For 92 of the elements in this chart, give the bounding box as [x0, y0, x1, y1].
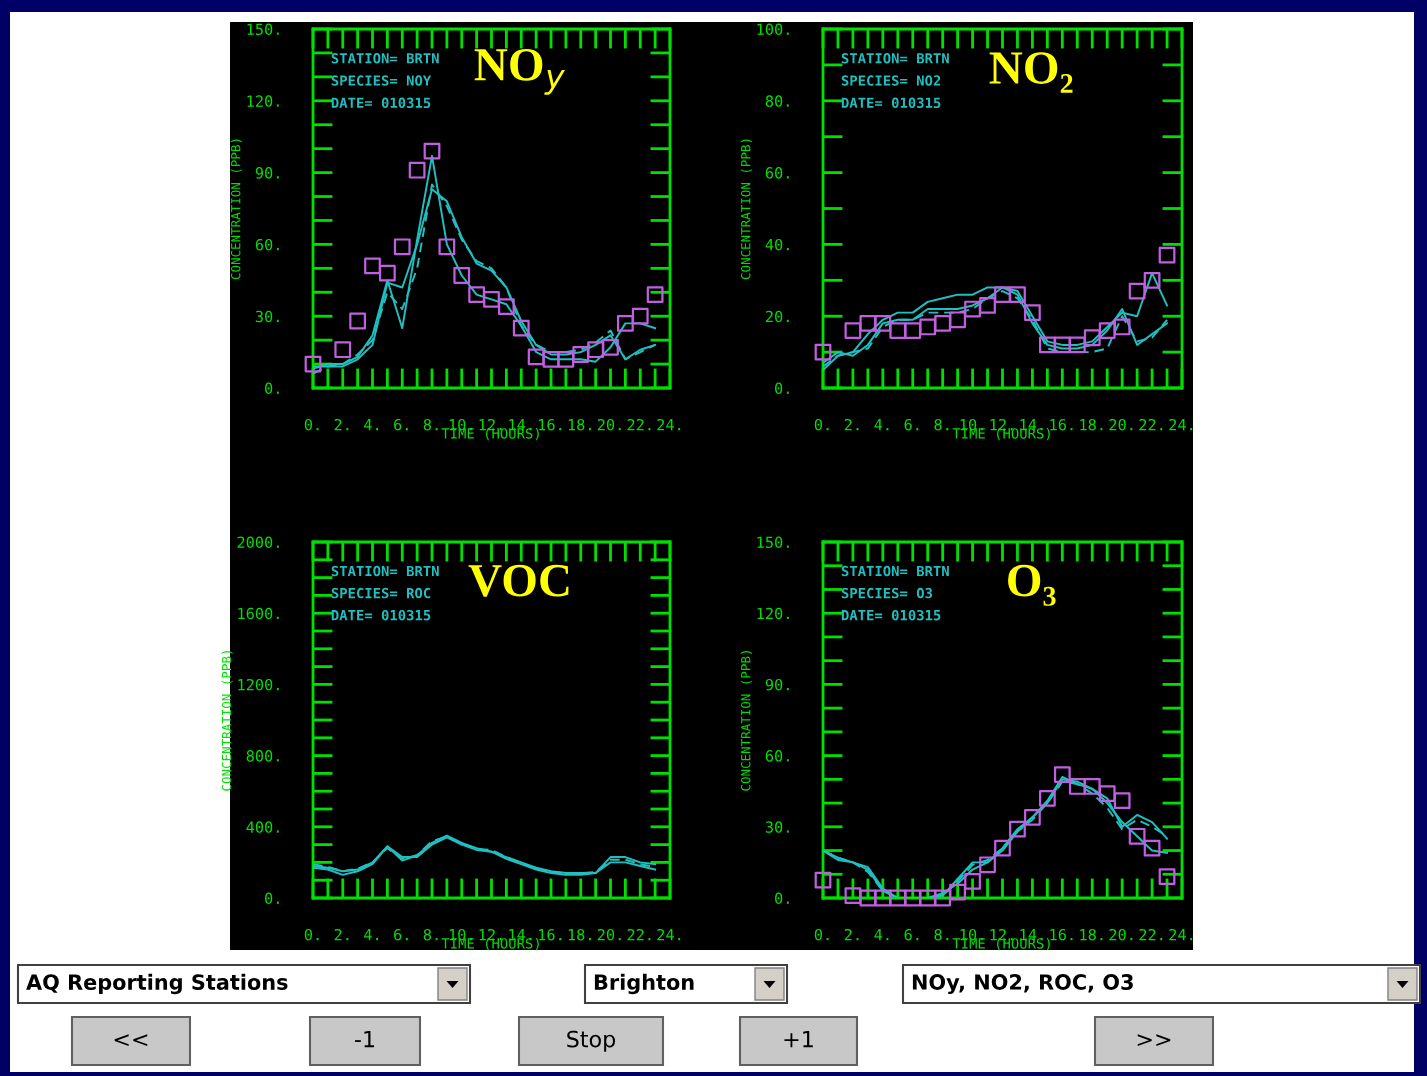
- annotation: DATE= 010315: [841, 609, 941, 621]
- x-tick-label: 4.: [364, 929, 379, 941]
- x-tick-label: 4.: [364, 419, 379, 431]
- y-axis-title: CONCENTRATION (PPB): [740, 651, 752, 791]
- text: <<: [114, 1034, 148, 1047]
- y-tick-label: 0.: [775, 382, 789, 395]
- y-tick-label: 1600.: [238, 607, 279, 620]
- y-tick-label: 0.: [265, 382, 279, 395]
- x-tick-label: 16.: [539, 418, 562, 431]
- x-tick-label: 16.: [1050, 418, 1073, 431]
- text: Stop: [567, 1030, 616, 1052]
- y-axis-title: CONCENTRATION (PPB): [740, 139, 752, 280]
- annotation: STATION= BRTN: [841, 53, 949, 64]
- y-tick-label: 60.: [255, 238, 279, 251]
- x-tick-label: 0.: [304, 928, 319, 941]
- x-tick-label: 24.: [1169, 418, 1193, 431]
- x-tick-label: 6.: [394, 928, 408, 941]
- x-tick-label: 22.: [1139, 928, 1163, 941]
- x-tick-label: 2.: [844, 418, 859, 431]
- x-tick-label: 8.: [934, 418, 949, 431]
- x-tick-label: 8.: [423, 928, 438, 941]
- y-tick-label: 800.: [246, 750, 279, 762]
- chart-title: NO₂: [989, 52, 1073, 93]
- x-tick-label: 8.: [423, 418, 438, 431]
- x-tick-label: 24.: [657, 418, 681, 431]
- x-tick-label: 16.: [1050, 928, 1073, 941]
- y-tick-label: 60.: [765, 750, 789, 762]
- x-tick-label: 22.: [627, 418, 651, 431]
- y-tick-label: 90.: [765, 678, 789, 691]
- y-tick-label: 30.: [255, 310, 279, 323]
- y-tick-label: 100.: [757, 23, 789, 36]
- y-tick-label: 80.: [765, 95, 789, 107]
- y-axis-title: CONCENTRATION (PPB): [230, 139, 242, 280]
- x-tick-label: 0.: [814, 928, 829, 941]
- x-tick-label: 20.: [597, 418, 621, 431]
- x-tick-label: 8.: [934, 928, 949, 941]
- x-tick-label: 18.: [1080, 928, 1103, 941]
- y-tick-label: 40.: [765, 238, 789, 251]
- y-tick-label: 120.: [247, 95, 279, 107]
- annotation: SPECIES= ROC: [331, 587, 431, 599]
- annotation: DATE= 010315: [331, 97, 431, 109]
- y-tick-label: 150.: [757, 536, 789, 549]
- text: >>: [1137, 1034, 1171, 1047]
- y-tick-label: 90.: [255, 167, 279, 179]
- x-tick-label: 24.: [1169, 928, 1193, 941]
- y-tick-label: 150.: [247, 23, 279, 36]
- y-tick-label: 120.: [757, 607, 789, 620]
- y-axis-title: CONCENTRATION (PPB): [221, 651, 233, 791]
- x-tick-label: 18.: [568, 928, 591, 941]
- x-tick-label: 22.: [1139, 418, 1163, 431]
- x-tick-label: 18.: [1080, 418, 1103, 431]
- chart-title: VOC: [468, 564, 569, 597]
- text: -1: [355, 1030, 375, 1048]
- y-tick-label: 0.: [775, 892, 789, 905]
- annotation: SPECIES= NOY: [331, 75, 432, 86]
- x-tick-label: 20.: [597, 928, 621, 941]
- text: +1: [784, 1030, 813, 1048]
- x-tick-label: 16.: [539, 928, 562, 941]
- x-tick-label: 4.: [874, 929, 889, 941]
- annotation: SPECIES= NO2: [841, 75, 941, 86]
- x-tick-label: 0.: [304, 418, 319, 431]
- y-tick-label: 60.: [765, 167, 789, 179]
- y-tick-label: 0.: [265, 892, 279, 905]
- x-tick-label: 24.: [657, 928, 681, 941]
- x-tick-label: 4.: [874, 419, 889, 431]
- annotation: STATION= BRTN: [331, 53, 439, 64]
- chart-title: O₃: [1008, 564, 1056, 606]
- x-tick-label: 6.: [394, 418, 408, 431]
- text: NOy, NO2, ROC, O3: [912, 974, 1133, 995]
- y-tick-label: 20.: [765, 310, 789, 323]
- x-tick-label: 2.: [334, 418, 349, 431]
- x-tick-label: 20.: [1109, 418, 1133, 431]
- text: AQ Reporting Stations: [26, 973, 288, 995]
- annotation: STATION= BRTN: [331, 565, 439, 577]
- x-tick-label: 18.: [568, 418, 591, 431]
- text: Brighton: [594, 973, 694, 995]
- annotation: DATE= 010315: [331, 609, 431, 621]
- chart-title: NO$_{y}$: [474, 48, 565, 95]
- annotation: DATE= 010315: [841, 97, 941, 109]
- x-tick-label: 2.: [844, 928, 859, 941]
- x-tick-label: 22.: [627, 928, 651, 941]
- x-tick-label: 0.: [814, 418, 829, 431]
- y-tick-label: 1200.: [238, 678, 279, 691]
- x-tick-label: 6.: [904, 928, 919, 941]
- x-tick-label: 6.: [904, 418, 919, 431]
- y-tick-label: 2000.: [237, 536, 279, 549]
- x-tick-label: 2.: [334, 928, 349, 941]
- y-tick-label: 30.: [765, 821, 789, 833]
- x-tick-label: 20.: [1109, 928, 1133, 941]
- y-tick-label: 400.: [246, 821, 279, 833]
- annotation: STATION= BRTN: [841, 565, 949, 577]
- annotation: SPECIES= O3: [841, 587, 933, 599]
